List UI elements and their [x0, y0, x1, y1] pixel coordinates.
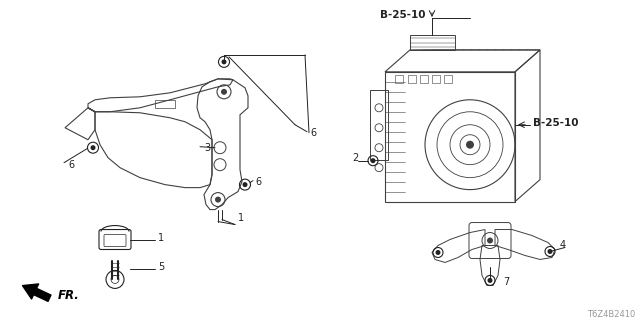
- Circle shape: [90, 145, 95, 150]
- Circle shape: [435, 250, 440, 255]
- Circle shape: [221, 60, 227, 64]
- Circle shape: [243, 182, 248, 187]
- Text: 1: 1: [238, 212, 244, 222]
- Text: 1: 1: [158, 233, 164, 243]
- Circle shape: [466, 141, 474, 149]
- Text: 5: 5: [158, 262, 164, 272]
- Circle shape: [488, 278, 493, 283]
- FancyArrowPatch shape: [22, 284, 51, 301]
- Text: T6Z4B2410: T6Z4B2410: [587, 310, 635, 319]
- Text: 6: 6: [310, 128, 316, 138]
- Circle shape: [215, 196, 221, 203]
- Text: 3: 3: [204, 143, 210, 153]
- Circle shape: [371, 158, 376, 163]
- Text: 2: 2: [352, 153, 358, 163]
- Circle shape: [221, 89, 227, 95]
- Text: B-25-10: B-25-10: [380, 10, 426, 20]
- Text: 6: 6: [255, 177, 261, 187]
- Circle shape: [547, 249, 552, 254]
- Text: B-25-10: B-25-10: [533, 118, 579, 128]
- Text: 6: 6: [68, 160, 74, 170]
- Text: 7: 7: [503, 277, 509, 287]
- Text: FR.: FR.: [58, 289, 80, 302]
- Circle shape: [487, 237, 493, 244]
- Text: 4: 4: [560, 239, 566, 250]
